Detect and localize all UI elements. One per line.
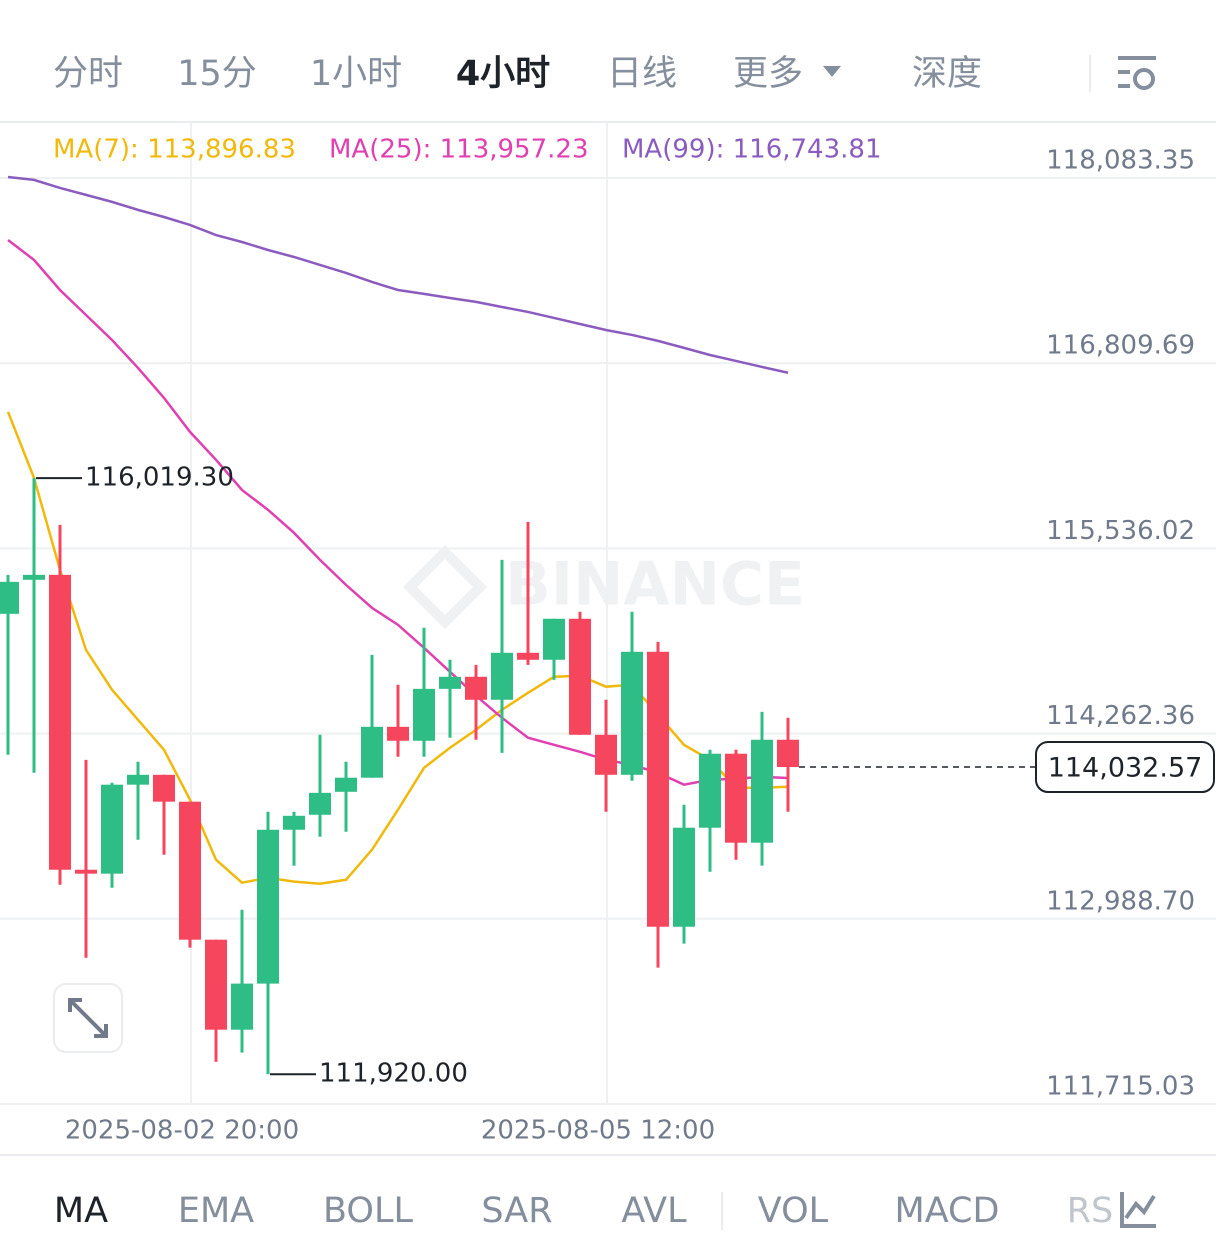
period-tab[interactable]: 深度 [912, 54, 982, 94]
candle-body [569, 618, 591, 735]
x-tick-label: 2025-08-05 12:00 [481, 1116, 715, 1146]
period-tab[interactable]: 日线 [607, 54, 677, 94]
candle-body [439, 676, 461, 689]
y-tick-label: 116,809.69 [1046, 331, 1195, 361]
candle-body [0, 581, 19, 614]
legend-entry: MA(25): 113,957.23 [329, 135, 588, 165]
watermark-logo [402, 544, 488, 630]
settings-icon[interactable] [1118, 56, 1156, 90]
y-tick-label: 112,988.70 [1046, 886, 1195, 916]
last-price-box [1035, 741, 1215, 794]
indicator-tab[interactable]: MA [54, 1191, 108, 1231]
dropdown-arrow [823, 66, 841, 77]
y-tick-label: 111,715.03 [1046, 1072, 1195, 1102]
candle-body [725, 753, 747, 843]
candle-body [153, 774, 175, 802]
candle-body [621, 651, 643, 775]
candle-body [673, 827, 695, 927]
candle-body [179, 801, 201, 940]
ma-line [7, 175, 789, 374]
indicator-tab[interactable]: RS [1067, 1191, 1114, 1231]
candle-body [283, 815, 305, 830]
annotation-label: 116,019.30 [85, 463, 234, 493]
x-tick-label: 2025-08-02 20:00 [65, 1116, 299, 1146]
candle-body [231, 983, 253, 1030]
indicator-settings-icon[interactable] [1120, 1192, 1156, 1228]
candle-body [647, 651, 669, 927]
candle-body [309, 792, 331, 815]
candle-body [751, 739, 773, 843]
candle-body [777, 739, 799, 768]
candle-body [205, 939, 227, 1030]
candle-body [335, 777, 357, 792]
candle-body [491, 652, 513, 700]
annotation-label: 111,920.00 [319, 1059, 468, 1089]
candle-body [595, 734, 617, 775]
candle-body [517, 652, 539, 660]
y-tick-label: 118,083.35 [1046, 145, 1195, 175]
period-tab[interactable]: 分时 [53, 54, 123, 94]
indicator-tab[interactable]: MACD [895, 1191, 1000, 1231]
candle-body [699, 753, 721, 828]
chart: BINANCE 111,715.03 112,988.70 114,262.36 115… [0, 123, 1216, 1146]
expand-button[interactable] [53, 983, 123, 1053]
period-tab[interactable]: 15分 [177, 54, 257, 94]
legend-entry: MA(99): 116,743.81 [622, 135, 881, 165]
candle-body [387, 726, 409, 741]
watermark: BINANCE [505, 550, 805, 620]
legend-entry: MA(7): 113,896.83 [53, 135, 296, 165]
candle-body [49, 574, 71, 870]
indicator-tab[interactable]: BOLL [323, 1191, 413, 1231]
candle-body [361, 726, 383, 778]
y-tick-label: 114,262.36 [1046, 701, 1195, 731]
period-tab[interactable]: 4小时 [456, 54, 550, 94]
candle-body [75, 869, 97, 874]
period-tab[interactable]: 1小时 [310, 54, 402, 94]
candle-body [257, 829, 279, 984]
candle-body [127, 774, 149, 785]
indicator-tab[interactable]: SAR [481, 1191, 552, 1231]
y-tick-label: 115,536.02 [1046, 516, 1195, 546]
indicator-tab[interactable]: VOL [758, 1191, 829, 1231]
period-tab[interactable]: 更多 [733, 54, 803, 94]
indicator-tab[interactable]: EMA [178, 1191, 254, 1231]
candle-body [413, 688, 435, 741]
candle-body [465, 676, 487, 700]
candle-body [23, 574, 45, 580]
indicator-tab[interactable]: AVL [621, 1191, 687, 1231]
last-price-label: 114,032.57 [1048, 753, 1203, 784]
candle-body [101, 784, 123, 874]
candle-body [543, 618, 565, 660]
